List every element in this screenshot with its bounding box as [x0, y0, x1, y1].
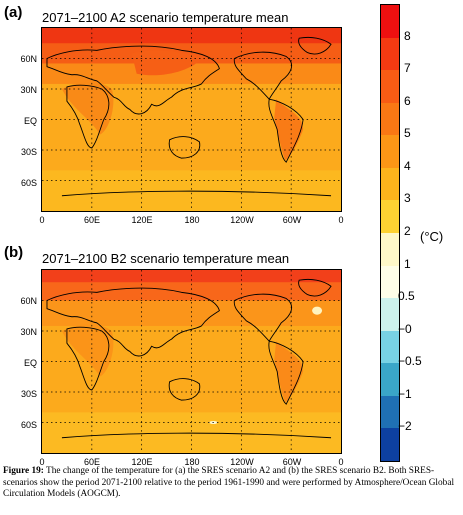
- legend-label: 5: [404, 126, 411, 141]
- map-b-lon-0-end: 0: [338, 457, 344, 467]
- legend-label: −0: [398, 321, 412, 336]
- caption-figure-label: Figure 19:: [3, 466, 44, 476]
- map-b-lat-30n: 30N: [20, 327, 37, 337]
- map-a-lon-0: 0: [39, 215, 45, 225]
- map-a-lat-60n: 60N: [20, 54, 37, 64]
- legend-swatch: [381, 330, 399, 364]
- legend-swatch: [381, 70, 399, 104]
- map-b-lon-60e: 60E: [83, 457, 100, 467]
- map-b-svg: [42, 270, 341, 453]
- legend-label: 0.5: [398, 289, 415, 304]
- map-b-lon-0: 0: [39, 457, 45, 467]
- map-b-lat-eq: EQ: [23, 358, 37, 368]
- legend-label: −2: [398, 419, 412, 434]
- map-a-lon-0-end: 0: [338, 215, 344, 225]
- legend-label: 7: [404, 61, 411, 76]
- caption-text: The change of the temperature for (a) th…: [3, 466, 455, 499]
- map-b-lon-120w: 120W: [230, 457, 254, 467]
- legend-swatch: [381, 167, 399, 201]
- panel-b-label: (b): [4, 244, 24, 261]
- legend-swatch: [381, 428, 399, 462]
- map-b-lat-60n: 60N: [20, 296, 37, 306]
- legend-swatch: [381, 395, 399, 429]
- legend-swatch: [381, 298, 399, 332]
- legend-unit: (°C): [420, 229, 444, 244]
- legend-swatch: [381, 363, 399, 397]
- map-a-lon-180: 180: [184, 215, 200, 225]
- legend-label: 3: [404, 191, 411, 206]
- legend-label: 2: [404, 224, 411, 238]
- legend-swatch: [381, 265, 399, 299]
- legend-label: 4: [404, 158, 411, 173]
- figure-caption: Figure 19: The change of the temperature…: [3, 466, 461, 501]
- legend-swatch: [381, 5, 399, 38]
- map-a-lat-eq: EQ: [23, 116, 37, 126]
- legend-label: 6: [404, 93, 411, 108]
- legend-swatch: [381, 102, 399, 136]
- map-b-lon-60w: 60W: [282, 457, 302, 467]
- legend-swatch: [381, 37, 399, 71]
- legend-swatch: [381, 233, 399, 266]
- map-a-lon-120e: 120E: [131, 215, 153, 225]
- legend-colorbar: [380, 4, 400, 462]
- map-a-lon-120w: 120W: [230, 215, 254, 225]
- map-a-lat-30s: 30S: [20, 147, 37, 157]
- map-a: [41, 27, 342, 212]
- legend-label: 1: [404, 256, 411, 271]
- map-a-lat-30n: 30N: [20, 85, 37, 95]
- legend-swatch: [381, 200, 399, 234]
- map-b: [41, 269, 342, 454]
- map-a-lon-60e: 60E: [83, 215, 100, 225]
- map-b-lat-30s: 30S: [20, 389, 37, 399]
- legend-swatch: [381, 135, 399, 169]
- map-b-lon-180: 180: [184, 457, 200, 467]
- map-a-lon-60w: 60W: [282, 215, 302, 225]
- panel-a-label: (a): [4, 4, 23, 21]
- panel-b-title: 2071–2100 B2 scenario temperature mean: [42, 251, 290, 266]
- legend-label: −1: [398, 386, 412, 401]
- map-a-lat-60s: 60S: [20, 178, 37, 188]
- legend-label: −0.5: [398, 354, 422, 369]
- map-b-lon-120e: 120E: [131, 457, 153, 467]
- map-a-svg: [42, 28, 341, 211]
- panel-a-title: 2071–2100 A2 scenario temperature mean: [42, 10, 289, 25]
- map-b-lat-60s: 60S: [20, 420, 37, 430]
- legend-label: 8: [404, 28, 411, 43]
